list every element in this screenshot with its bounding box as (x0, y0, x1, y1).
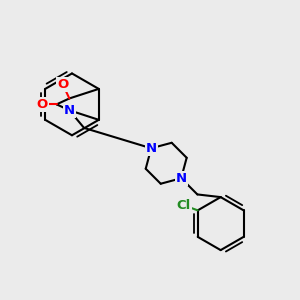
Text: Cl: Cl (177, 199, 191, 212)
Text: O: O (57, 78, 68, 91)
Text: O: O (36, 98, 47, 111)
Text: N: N (146, 142, 157, 155)
Text: N: N (176, 172, 187, 185)
Text: N: N (64, 104, 75, 117)
